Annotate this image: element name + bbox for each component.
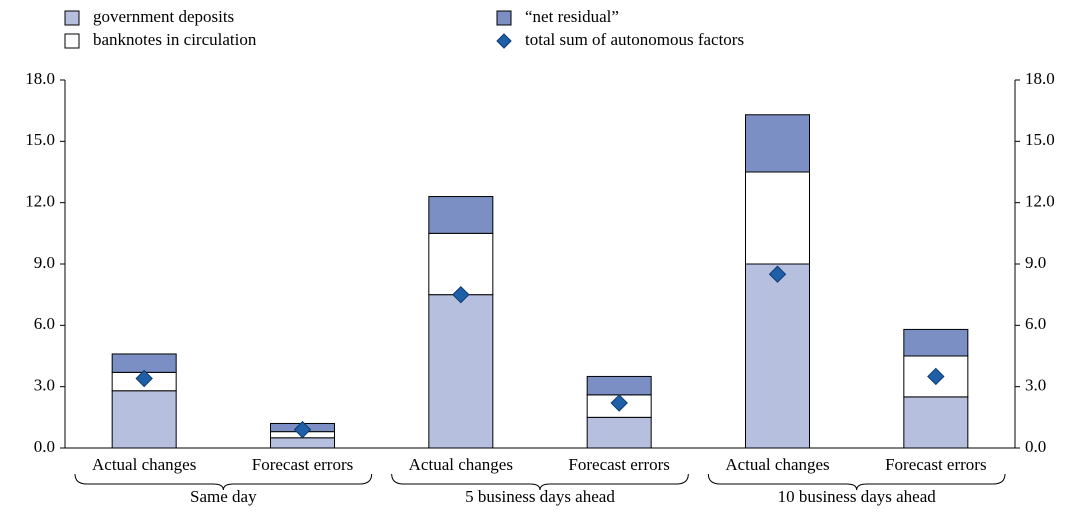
legend-label: “net residual”: [525, 7, 619, 26]
y-tick-label: 12.0: [25, 192, 55, 211]
legend-swatch: [64, 33, 80, 49]
x-tick-label: Actual changes: [725, 455, 829, 474]
y2-tick-label: 12.0: [1025, 192, 1055, 211]
bar-segment: [428, 232, 494, 296]
group-label: Same day: [190, 487, 257, 506]
bar-segment: [745, 114, 810, 173]
legend-swatch: [64, 10, 80, 26]
total-marker: [768, 265, 787, 283]
bar-segment: [428, 294, 494, 449]
group-brace: [707, 473, 1006, 491]
bar-segment: [745, 171, 810, 265]
bar-segment: [111, 390, 177, 449]
x-tick-label: Forecast errors: [885, 455, 987, 474]
x-tick-label: Actual changes: [409, 455, 513, 474]
y2-tick-label: 15.0: [1025, 130, 1055, 149]
total-marker: [135, 369, 153, 388]
bar-segment: [745, 263, 810, 449]
y2-tick-label: 0.0: [1025, 437, 1046, 456]
y-tick-label: 9.0: [34, 253, 55, 272]
legend-label: banknotes in circulation: [93, 30, 257, 49]
total-marker: [927, 367, 945, 386]
y-tick-label: 3.0: [34, 376, 55, 395]
y2-tick-label: 6.0: [1025, 314, 1046, 333]
total-marker: [610, 394, 628, 412]
group-label: 10 business days ahead: [778, 487, 937, 506]
total-marker: [452, 285, 470, 304]
total-marker: [293, 420, 312, 439]
legend-label: government deposits: [93, 7, 234, 26]
group-brace: [391, 473, 689, 491]
x-tick-label: Forecast errors: [252, 455, 354, 474]
y-tick-label: 18.0: [25, 69, 55, 88]
legend-swatch: [496, 10, 512, 26]
bar-segment: [111, 353, 177, 373]
y-tick-label: 0.0: [34, 437, 55, 456]
y2-tick-label: 9.0: [1025, 253, 1046, 272]
y2-tick-label: 3.0: [1025, 376, 1046, 395]
x-tick-label: Forecast errors: [568, 455, 670, 474]
y2-tick-label: 18.0: [1025, 69, 1055, 88]
group-brace: [74, 473, 373, 491]
bar-segment: [586, 375, 652, 396]
legend-label: total sum of autonomous factors: [525, 30, 744, 49]
group-label: 5 business days ahead: [465, 487, 615, 506]
bar-segment: [903, 328, 969, 357]
y-tick-label: 15.0: [25, 130, 55, 149]
bar-segment: [270, 437, 335, 449]
bar-segment: [586, 416, 652, 449]
x-tick-label: Actual changes: [92, 455, 196, 474]
y-tick-label: 6.0: [34, 314, 55, 333]
legend-marker: [496, 33, 512, 49]
bar-segment: [428, 196, 494, 234]
bar-segment: [903, 396, 969, 449]
